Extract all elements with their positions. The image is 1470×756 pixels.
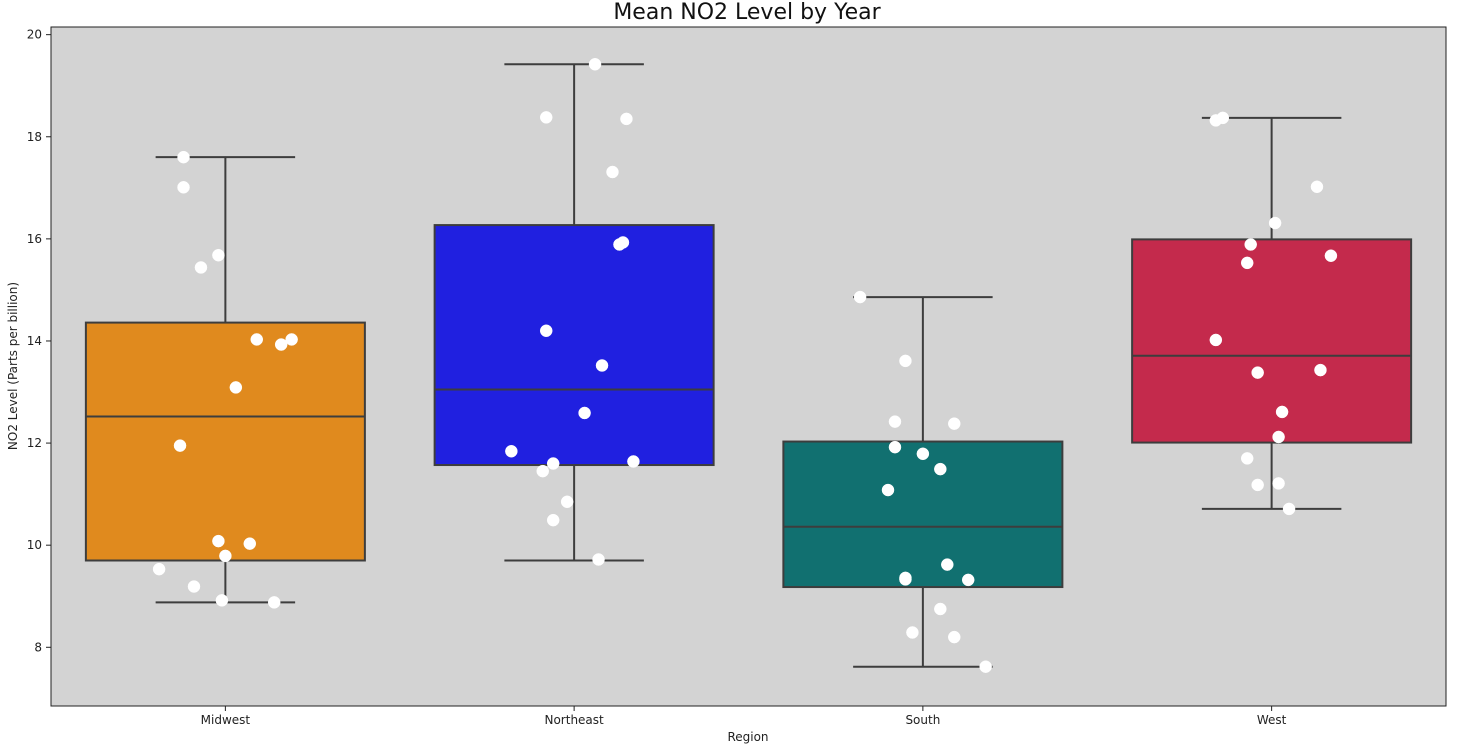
data-point-west (1268, 216, 1282, 230)
data-point-northeast (539, 111, 553, 124)
data-point-west (1272, 430, 1285, 444)
x-tick-label: West (1257, 713, 1287, 727)
y-axis-label: NO2 Level (Parts per billion) (6, 282, 20, 450)
data-point-west (1314, 363, 1327, 377)
data-point-midwest (173, 439, 187, 452)
data-point-midwest (215, 594, 229, 607)
data-point-northeast (505, 444, 518, 458)
data-point-west (1310, 180, 1324, 194)
iqr-box (782, 440, 1064, 589)
data-point-midwest (243, 537, 257, 550)
data-point-northeast (560, 495, 574, 509)
data-point-northeast (595, 359, 609, 372)
data-point-midwest (267, 596, 281, 609)
data-point-northeast (546, 457, 560, 470)
data-point-west (1272, 477, 1285, 490)
data-point-northeast (588, 58, 602, 71)
data-point-northeast (578, 406, 591, 420)
data-point-south (948, 417, 961, 430)
data-point-west (1251, 478, 1264, 492)
boxes-layer (84, 63, 1413, 668)
data-point-west (1282, 502, 1296, 516)
data-point-midwest (152, 562, 166, 576)
data-point-midwest (177, 181, 190, 194)
data-point-midwest (177, 150, 190, 164)
data-point-west (1275, 405, 1289, 419)
data-point-south (979, 660, 992, 673)
iqr-box (1131, 238, 1413, 444)
data-point-northeast (536, 464, 549, 478)
y-tick-label: 14 (27, 334, 42, 348)
data-point-west (1209, 114, 1223, 127)
points-layer (152, 58, 1338, 673)
data-point-south (906, 626, 919, 639)
data-point-south (934, 462, 947, 476)
data-point-midwest (285, 333, 298, 346)
y-tick-label: 16 (27, 232, 42, 246)
data-point-northeast (592, 553, 605, 566)
data-point-midwest (212, 534, 225, 548)
data-point-south (881, 483, 895, 497)
data-point-northeast (620, 112, 633, 126)
box-west (1131, 116, 1413, 510)
data-point-midwest (212, 248, 225, 262)
data-point-south (899, 354, 912, 368)
data-point-south (948, 630, 961, 644)
data-point-south (888, 415, 902, 428)
data-point-west (1240, 452, 1254, 465)
y-tick-label: 20 (27, 28, 42, 42)
box-midwest (84, 156, 366, 604)
data-point-south (961, 573, 975, 587)
x-axis: Midwest Northeast South West (201, 706, 1287, 727)
data-point-south (899, 573, 912, 586)
data-point-midwest (187, 580, 201, 593)
data-point-northeast (606, 165, 619, 179)
x-tick-label: Midwest (201, 713, 251, 727)
y-tick-label: 10 (27, 538, 42, 552)
x-axis-label: Region (727, 730, 768, 744)
data-point-midwest (219, 549, 232, 563)
data-point-west (1324, 249, 1338, 262)
data-point-south (888, 440, 902, 454)
iqr-box (84, 321, 366, 562)
data-point-south (941, 558, 954, 571)
data-point-west (1244, 238, 1257, 251)
y-axis: 8 10 12 14 16 18 20 (27, 28, 51, 654)
data-point-south (853, 290, 867, 304)
y-tick-label: 12 (27, 436, 42, 450)
data-point-midwest (229, 381, 243, 394)
data-point-midwest (194, 261, 208, 274)
data-point-west (1240, 256, 1254, 270)
y-tick-label: 8 (34, 640, 42, 654)
data-point-west (1209, 333, 1223, 347)
data-point-northeast (546, 513, 560, 527)
y-tick-label: 18 (27, 130, 42, 144)
x-tick-label: Northeast (544, 713, 604, 727)
box-south (782, 296, 1064, 668)
chart-title: Mean NO2 Level by Year (613, 0, 881, 25)
data-point-northeast (627, 455, 640, 468)
data-point-midwest (250, 333, 264, 346)
iqr-box (433, 224, 715, 467)
data-point-south (916, 447, 930, 461)
data-point-northeast (613, 238, 626, 251)
x-tick-label: South (905, 713, 940, 727)
data-point-west (1251, 366, 1264, 379)
data-point-northeast (539, 324, 553, 338)
box-northeast (433, 63, 715, 562)
data-point-south (934, 602, 947, 616)
data-point-midwest (274, 338, 288, 351)
